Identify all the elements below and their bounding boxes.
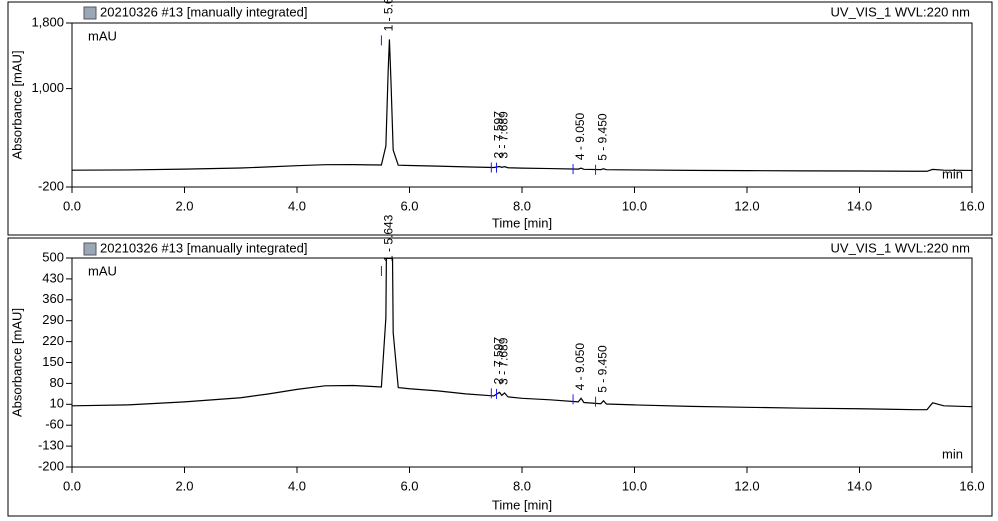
y-tick-label: 220: [42, 333, 64, 348]
peak-label: 4 - 9.050: [573, 343, 587, 391]
y-tick-label: -200: [38, 458, 64, 473]
x-tick-label: 10.0: [622, 478, 647, 493]
report-icon: [83, 6, 97, 20]
x-tick-label: 16.0: [959, 198, 984, 213]
x-tick-label: 2.0: [175, 198, 193, 213]
y-tick-label: -130: [38, 438, 64, 453]
y-tick-label: 290: [42, 312, 64, 327]
peak-label: 2 - 7.597: [492, 337, 506, 385]
x-tick-label: 14.0: [847, 198, 872, 213]
y-tick-label: 430: [42, 270, 64, 285]
x-tick-label: 14.0: [847, 478, 872, 493]
y-tick-label: 1,000: [31, 80, 64, 95]
x-tick-label: 12.0: [734, 198, 759, 213]
x-tick-label: 6.0: [400, 478, 418, 493]
plot-frame: [71, 257, 973, 468]
x-tick-label: 2.0: [175, 478, 193, 493]
panel-frame: [7, 1, 993, 236]
x-tick-label: 0.0: [63, 198, 81, 213]
signal-line: [72, 39, 972, 172]
y-tick-label: 80: [50, 375, 64, 390]
signal-name: UV_VIS_1 WVL:220 nm: [831, 4, 970, 19]
x-tick-label: 12.0: [734, 478, 759, 493]
signal-name: UV_VIS_1 WVL:220 nm: [831, 240, 970, 255]
x-unit-label: min: [942, 166, 963, 181]
signal-line: [72, 258, 972, 411]
x-unit-label: min: [942, 446, 963, 461]
plot-frame: [71, 22, 973, 188]
x-tick-label: 10.0: [622, 198, 647, 213]
y-tick-label: 150: [42, 354, 64, 369]
peak-label: 2 - 7.597: [492, 111, 506, 159]
x-tick-label: 4.0: [288, 198, 306, 213]
y-axis-label: Absorbance [mAU]: [9, 308, 24, 417]
x-tick-label: 8.0: [513, 478, 531, 493]
chart-title: 20210326 #13 [manually integrated]: [100, 240, 307, 255]
x-tick-label: 16.0: [959, 478, 984, 493]
panel-frame: [7, 237, 993, 517]
unit-label: mAU: [88, 28, 117, 43]
y-tick-label: 360: [42, 291, 64, 306]
x-tick-label: 0.0: [63, 478, 81, 493]
x-axis-label: Time [min]: [492, 215, 552, 230]
peak-label: 5 - 9.450: [596, 345, 610, 393]
plot-clip: [72, 258, 972, 411]
plot-clip: [72, 39, 972, 172]
y-axis-label: Absorbance [mAU]: [9, 50, 24, 159]
y-tick-label: 10: [50, 396, 64, 411]
x-tick-label: 8.0: [513, 198, 531, 213]
x-axis-label: Time [min]: [492, 497, 552, 512]
y-tick-label: -200: [38, 178, 64, 193]
peak-label: 1 - 5.643: [382, 214, 396, 262]
unit-label: mAU: [88, 263, 117, 278]
peak-label: 3 - 7.689: [497, 111, 511, 159]
report-icon: [83, 242, 97, 256]
y-tick-label: -60: [45, 417, 64, 432]
peak-label: 1 - 5.643: [382, 0, 396, 31]
y-tick-label: 1,800: [31, 14, 64, 29]
peak-label: 5 - 9.450: [596, 113, 610, 161]
x-tick-label: 4.0: [288, 478, 306, 493]
y-tick-label: 500: [42, 249, 64, 264]
peak-label: 3 - 7.689: [497, 337, 511, 385]
peak-label: 4 - 9.050: [573, 112, 587, 160]
chart-title: 20210326 #13 [manually integrated]: [100, 4, 307, 19]
x-tick-label: 6.0: [400, 198, 418, 213]
